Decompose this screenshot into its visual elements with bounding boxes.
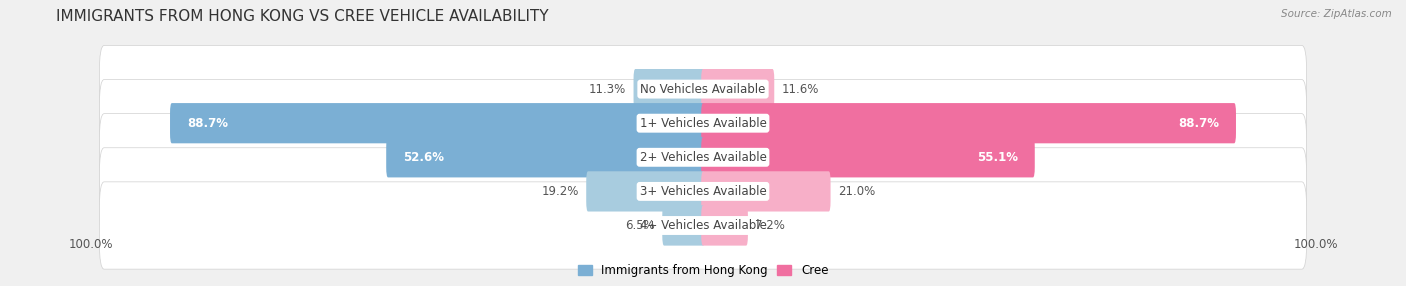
Legend: Immigrants from Hong Kong, Cree: Immigrants from Hong Kong, Cree	[575, 261, 831, 279]
FancyBboxPatch shape	[634, 69, 704, 109]
Text: 21.0%: 21.0%	[838, 185, 875, 198]
FancyBboxPatch shape	[100, 182, 1306, 269]
Text: 88.7%: 88.7%	[187, 117, 228, 130]
Text: IMMIGRANTS FROM HONG KONG VS CREE VEHICLE AVAILABILITY: IMMIGRANTS FROM HONG KONG VS CREE VEHICL…	[56, 9, 548, 23]
Text: 100.0%: 100.0%	[69, 238, 112, 251]
Text: 11.6%: 11.6%	[782, 83, 818, 96]
FancyBboxPatch shape	[100, 80, 1306, 167]
Text: 4+ Vehicles Available: 4+ Vehicles Available	[640, 219, 766, 232]
FancyBboxPatch shape	[702, 171, 831, 212]
Text: 88.7%: 88.7%	[1178, 117, 1219, 130]
Text: 2+ Vehicles Available: 2+ Vehicles Available	[640, 151, 766, 164]
FancyBboxPatch shape	[702, 205, 748, 246]
FancyBboxPatch shape	[387, 137, 704, 177]
Text: No Vehicles Available: No Vehicles Available	[640, 83, 766, 96]
FancyBboxPatch shape	[662, 205, 704, 246]
FancyBboxPatch shape	[100, 114, 1306, 201]
Text: 6.5%: 6.5%	[626, 219, 655, 232]
FancyBboxPatch shape	[702, 103, 1236, 143]
Text: Source: ZipAtlas.com: Source: ZipAtlas.com	[1281, 9, 1392, 19]
Text: 1+ Vehicles Available: 1+ Vehicles Available	[640, 117, 766, 130]
Text: 3+ Vehicles Available: 3+ Vehicles Available	[640, 185, 766, 198]
FancyBboxPatch shape	[586, 171, 704, 212]
Text: 100.0%: 100.0%	[1294, 238, 1337, 251]
Text: 7.2%: 7.2%	[755, 219, 785, 232]
FancyBboxPatch shape	[100, 45, 1306, 133]
FancyBboxPatch shape	[702, 137, 1035, 177]
Text: 52.6%: 52.6%	[404, 151, 444, 164]
FancyBboxPatch shape	[100, 148, 1306, 235]
Text: 55.1%: 55.1%	[977, 151, 1018, 164]
FancyBboxPatch shape	[702, 69, 775, 109]
Text: 19.2%: 19.2%	[541, 185, 579, 198]
FancyBboxPatch shape	[170, 103, 704, 143]
Text: 11.3%: 11.3%	[589, 83, 626, 96]
